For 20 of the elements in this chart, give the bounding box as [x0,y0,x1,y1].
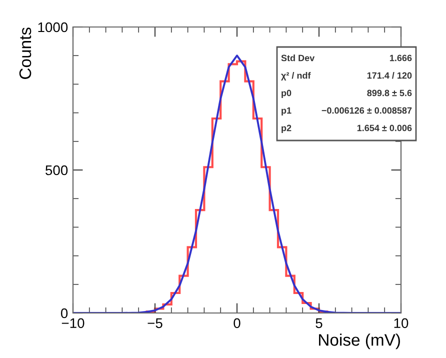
annotation: 899.8 ± 5.6 [367,90,412,96]
annotation: p1 [282,107,292,116]
x-tick-label: −10 [62,318,84,328]
annotation: 1.666 [390,54,412,62]
x-tick-label: 0 [234,318,240,328]
annotation: Std Dev [281,54,315,62]
x-tick-label: 10 [394,318,408,328]
y-axis-title: Counts [19,28,32,79]
annotation: p0 [282,90,292,98]
x-axis-title: Noise (mV) [319,334,400,350]
x-tick-label: 5 [316,318,322,328]
x-tick-label: −5 [148,318,162,328]
y-tick-label: 0 [60,308,68,318]
annotation: −0.006126 ± 0.008587 [322,107,412,114]
y-tick-label: 500 [46,165,68,176]
annotation: p2 [282,124,292,133]
annotation: 171.4 / 120 [367,72,412,79]
annotation: χ² / ndf [281,72,311,80]
annotation: 1.654 ± 0.006 [357,124,412,132]
y-tick-label: 1000 [38,22,68,32]
